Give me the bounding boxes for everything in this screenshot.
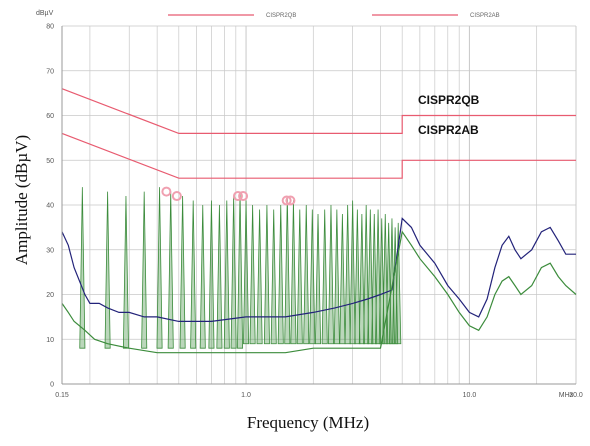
spike: [375, 209, 382, 345]
limit-line: [61, 88, 576, 134]
trace-line: [61, 230, 577, 354]
x-tick-label: 0.15: [55, 392, 69, 399]
y-tick-label: 60: [46, 113, 54, 120]
limit-label-ab: CISPR2AB: [418, 123, 479, 137]
spike: [367, 209, 374, 345]
y-unit-label: dBµV: [36, 10, 54, 17]
spike: [190, 200, 197, 349]
limit-label-qb: CISPR2QB: [418, 93, 480, 107]
legend: CISPR2QB CISPR2AB: [168, 13, 500, 19]
peak-marker: [171, 191, 182, 202]
spike: [237, 191, 244, 349]
spike: [223, 200, 230, 349]
spike: [270, 209, 277, 345]
legend-label: CISPR2AB: [470, 13, 500, 19]
spike: [208, 200, 215, 349]
spike: [263, 204, 270, 345]
spike: [167, 191, 174, 349]
peak-marker: [161, 186, 172, 197]
spike: [156, 187, 163, 349]
spike: [216, 204, 223, 349]
y-tick-label: 40: [46, 203, 54, 210]
spike: [395, 222, 402, 345]
spike: [179, 196, 186, 349]
legend-label: CISPR2QB: [266, 13, 296, 19]
y-tick-label: 70: [46, 68, 54, 75]
spike: [122, 196, 129, 349]
spike: [309, 209, 316, 345]
axes: 0 10 20 30 40 50 60 70 80 0.15 1.0 10.0 30.0: [46, 24, 583, 400]
spike: [199, 204, 206, 349]
average-spikes: [79, 187, 402, 349]
spike: [303, 204, 310, 345]
spike: [371, 213, 378, 345]
spike: [79, 187, 86, 349]
peak-marker: [238, 191, 249, 202]
spike: [327, 204, 334, 345]
spike: [344, 204, 351, 345]
spike: [349, 200, 356, 345]
spike: [296, 209, 303, 345]
peak-marker: [285, 195, 296, 206]
x-axis-title: Frequency (MHz): [247, 413, 369, 432]
y-tick-label: 0: [50, 382, 54, 389]
y-tick-label: 80: [46, 24, 54, 31]
spike: [315, 213, 322, 345]
y-tick-label: 50: [46, 158, 54, 165]
limit-line: [61, 132, 576, 179]
x-tick-label: 10.0: [463, 392, 477, 399]
spike: [363, 204, 370, 345]
y-tick-label: 10: [46, 337, 54, 344]
spike: [104, 191, 111, 349]
spike: [256, 209, 263, 345]
spike: [290, 200, 297, 345]
x-tick-label: 30.0: [569, 392, 583, 399]
spike: [249, 204, 256, 345]
spike: [277, 204, 284, 345]
trace-line: [61, 217, 576, 322]
peak-marker: [281, 195, 292, 206]
traces: [61, 217, 577, 354]
limit-lines: [61, 88, 576, 179]
spike: [358, 213, 365, 345]
spike: [333, 209, 340, 345]
y-axis-title: Amplitude (dBµV): [12, 135, 31, 265]
labels: CISPR2QB CISPR2AB Frequency (MHz) Amplit…: [12, 10, 574, 432]
y-tick-label: 20: [46, 292, 54, 299]
spike: [230, 196, 237, 349]
spike: [321, 209, 328, 345]
peak-markers: [161, 186, 296, 206]
spike: [339, 213, 346, 345]
spike: [141, 191, 148, 349]
x-tick-label: 1.0: [241, 392, 251, 399]
spike: [284, 196, 291, 345]
spike: [354, 209, 361, 345]
peak-marker: [232, 191, 243, 202]
y-tick-label: 30: [46, 247, 54, 254]
spike: [243, 200, 250, 345]
x-unit-label: MHz: [559, 392, 574, 399]
